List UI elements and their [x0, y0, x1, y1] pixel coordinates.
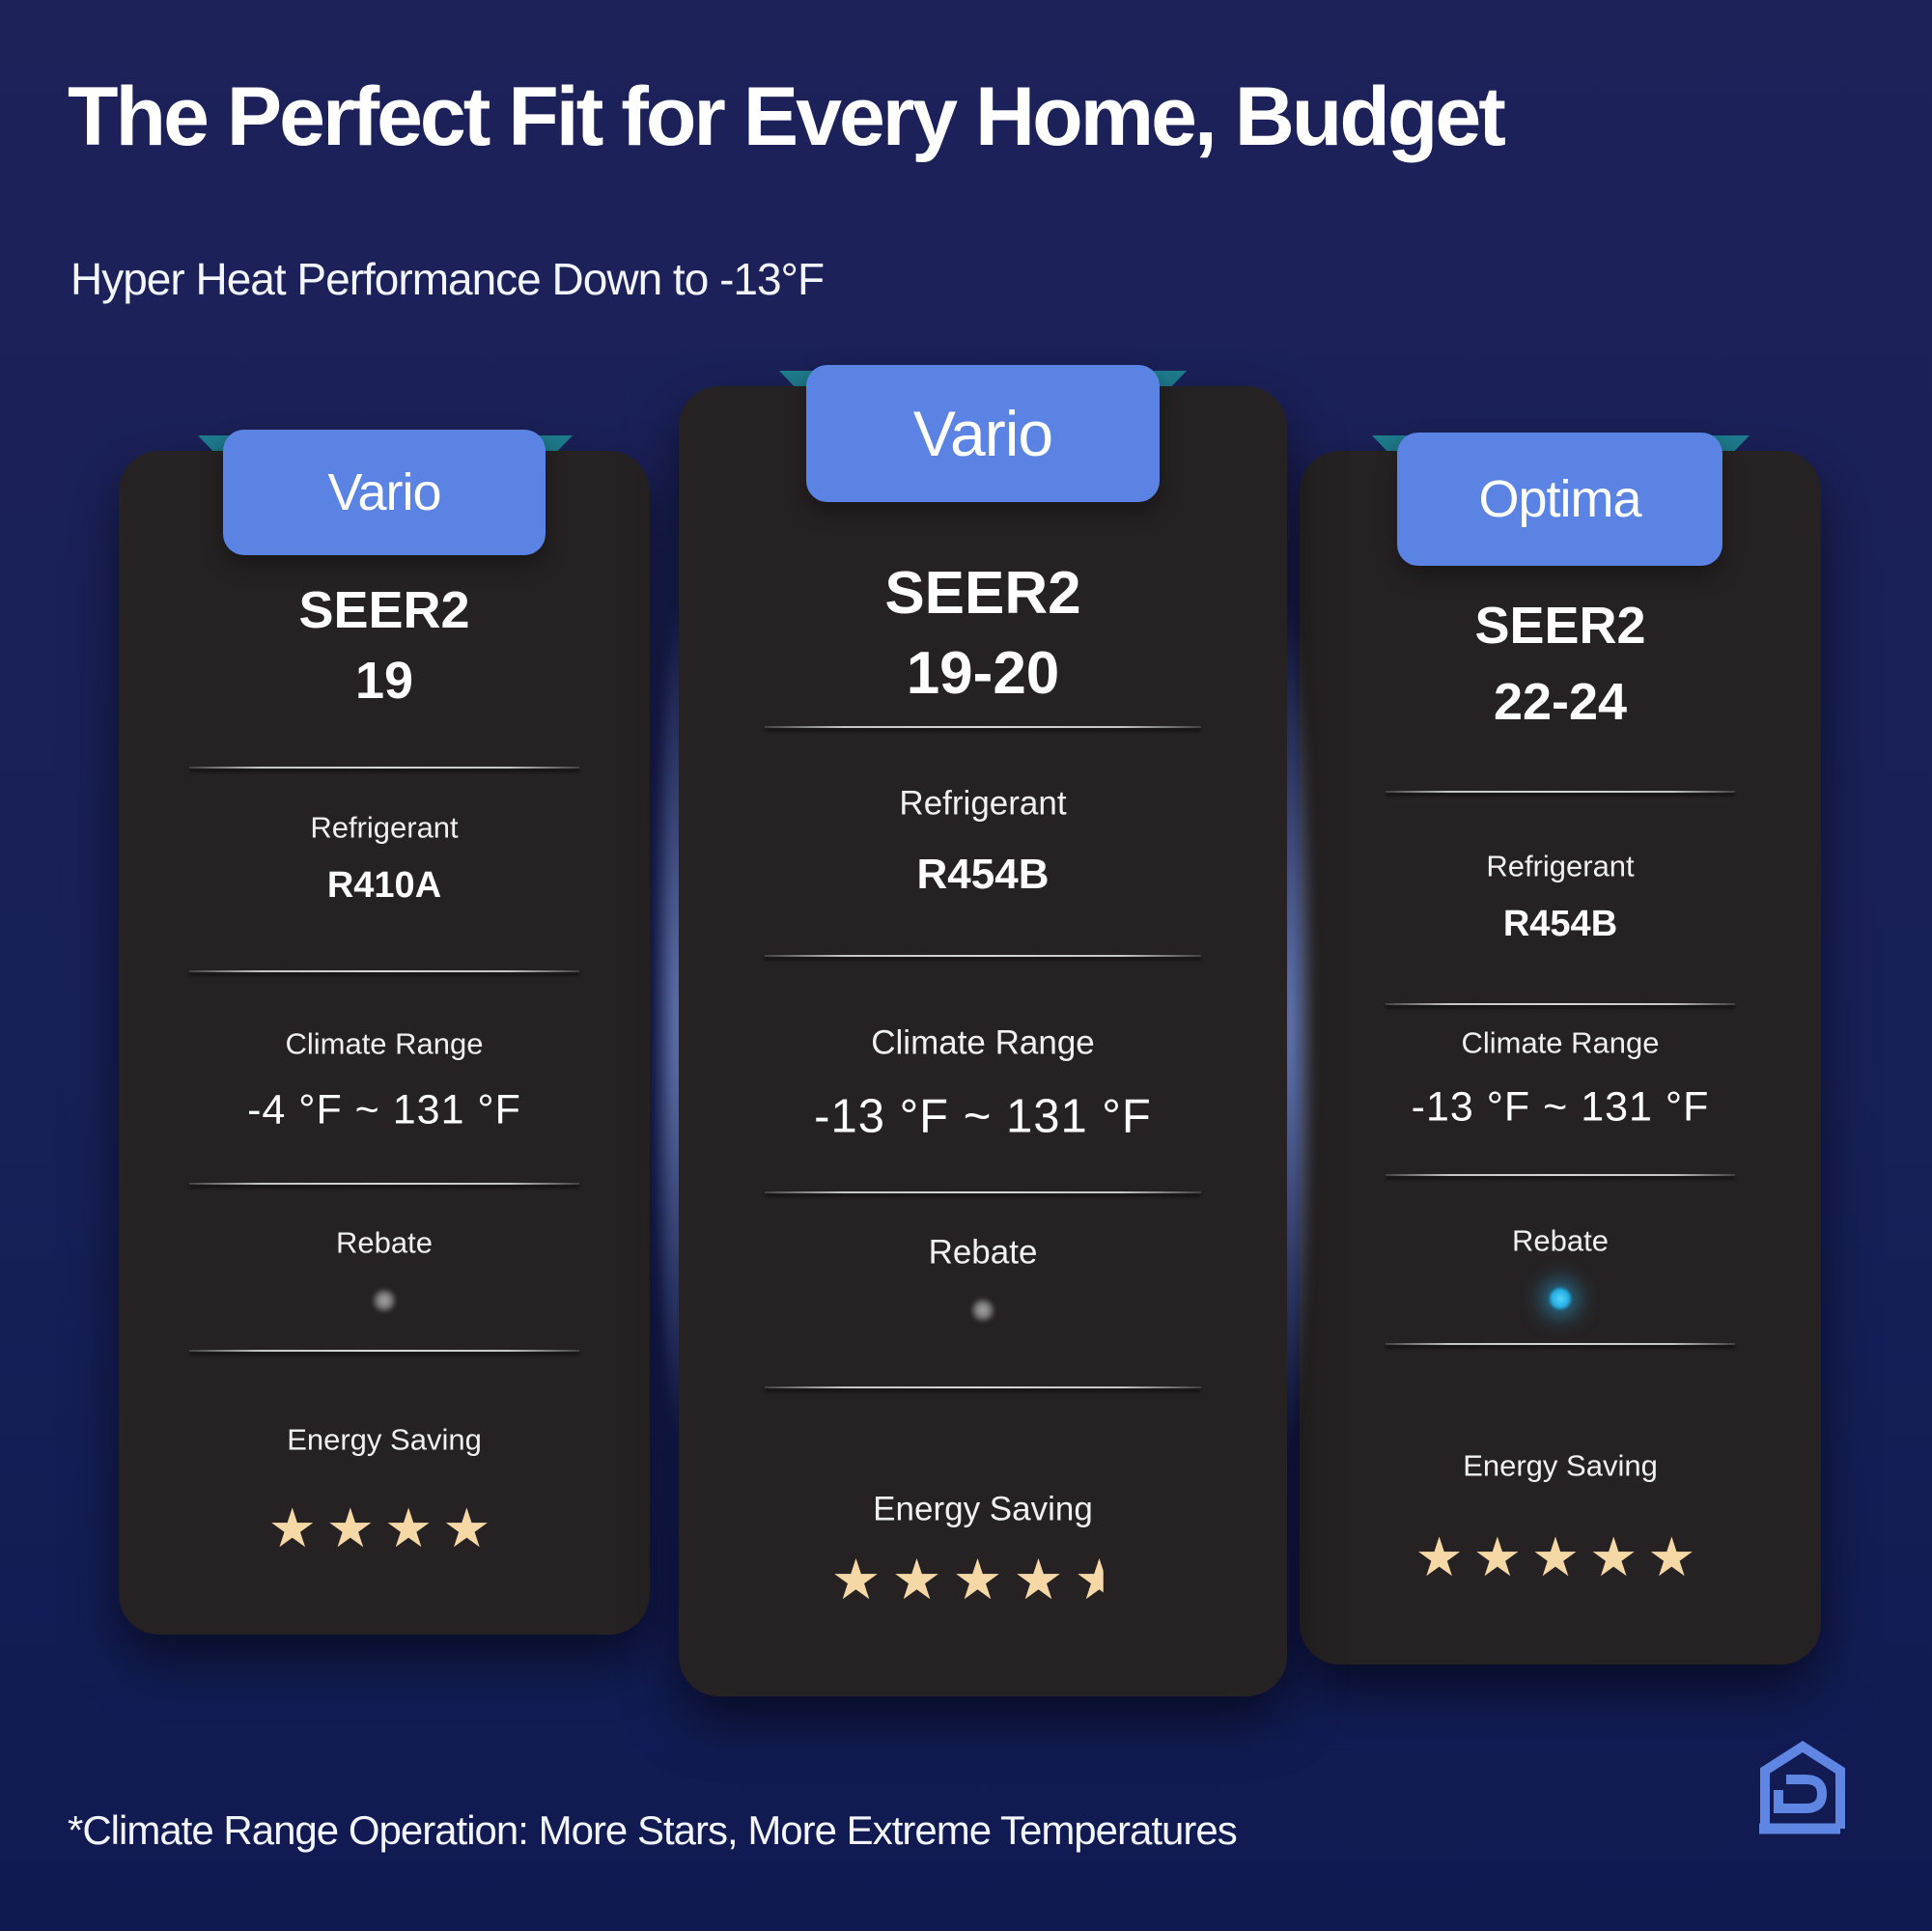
- refrigerant-value: R454B: [916, 851, 1050, 898]
- divider: [1386, 1174, 1735, 1176]
- rebate-dot-icon: [971, 1299, 994, 1322]
- refrigerant-label: Refrigerant: [1486, 849, 1635, 883]
- card-background: [1300, 451, 1821, 1665]
- tier-badge-label: Optima: [1478, 470, 1641, 528]
- star-icon: ★: [891, 1549, 953, 1611]
- divider: [765, 1386, 1201, 1388]
- tier-badge: Optima: [1397, 433, 1722, 566]
- rebate-dot-icon: [1548, 1286, 1573, 1311]
- star-icon: ★: [1013, 1549, 1075, 1611]
- divider: [189, 970, 579, 972]
- divider: [1386, 1003, 1735, 1005]
- divider: [765, 1191, 1201, 1193]
- house-d-logo-icon: [1759, 1741, 1845, 1834]
- star-icon: ★: [325, 1497, 384, 1558]
- star-icon: ★: [830, 1549, 892, 1611]
- tier-badge-label: Vario: [327, 463, 441, 521]
- energy-rating-stars: ★★★★: [119, 1501, 650, 1555]
- star-icon: ★: [1647, 1526, 1706, 1587]
- tier-badge-label: Vario: [912, 398, 1053, 469]
- divider: [1386, 1343, 1735, 1345]
- refrigerant-value: R454B: [1502, 904, 1618, 944]
- footnote: *Climate Range Operation: More Stars, Mo…: [68, 1807, 1238, 1853]
- seer-value: 22-24: [1493, 673, 1628, 731]
- energy-rating-stars: ★★★★★: [679, 1553, 1287, 1609]
- seer-label: SEER2: [1474, 597, 1646, 655]
- divider: [765, 955, 1201, 957]
- product-card-vario-19: Vario SEER2 19 Refrigerant R410A Climate…: [119, 430, 650, 1635]
- climate-value: -13 °F ~ 131 °F: [814, 1090, 1152, 1143]
- product-card-vario-19-20: Vario SEER2 19-20 Refrigerant R454B Clim…: [679, 365, 1287, 1696]
- tier-badge: Vario: [223, 430, 546, 555]
- star-icon: ★: [384, 1497, 443, 1558]
- star-icon: ★: [442, 1497, 501, 1558]
- rebate-label: Rebate: [928, 1233, 1038, 1272]
- climate-value: -4 °F ~ 131 °F: [247, 1086, 521, 1133]
- half-star-icon: ★: [1074, 1549, 1135, 1611]
- card-background: [679, 386, 1287, 1696]
- energy-saving-label: Energy Saving: [1463, 1448, 1658, 1483]
- divider: [189, 767, 579, 769]
- divider: [189, 1350, 579, 1352]
- star-icon: ★: [952, 1549, 1014, 1611]
- star-icon: ★: [1530, 1526, 1590, 1587]
- refrigerant-label: Refrigerant: [899, 784, 1067, 823]
- seer-label: SEER2: [884, 560, 1081, 627]
- climate-label: Climate Range: [285, 1026, 484, 1061]
- star-icon: ★: [267, 1497, 326, 1558]
- card-background: [119, 451, 650, 1635]
- rebate-label: Rebate: [1512, 1223, 1609, 1258]
- climate-label: Climate Range: [871, 1023, 1095, 1062]
- seer-value: 19: [354, 652, 414, 710]
- energy-saving-label: Energy Saving: [287, 1422, 482, 1457]
- climate-value: -13 °F ~ 131 °F: [1411, 1083, 1710, 1131]
- page-title: The Perfect Fit for Every Home, Budget: [68, 70, 1506, 163]
- star-icon: ★: [1472, 1526, 1531, 1587]
- page-subtitle: Hyper Heat Performance Down to -13°F: [70, 254, 825, 304]
- energy-rating-stars: ★★★★★: [1300, 1530, 1821, 1584]
- climate-label: Climate Range: [1461, 1025, 1660, 1060]
- product-card-optima: Optima SEER2 22-24 Refrigerant R454B Cli…: [1300, 433, 1821, 1665]
- refrigerant-value: R410A: [326, 865, 442, 906]
- energy-saving-label: Energy Saving: [873, 1490, 1093, 1528]
- divider: [189, 1183, 579, 1185]
- star-icon: ★: [1414, 1526, 1473, 1587]
- rebate-dot-icon: [373, 1289, 396, 1312]
- seer-value: 19-20: [906, 640, 1060, 707]
- refrigerant-label: Refrigerant: [310, 810, 459, 845]
- seer-label: SEER2: [298, 581, 470, 639]
- tier-badge: Vario: [806, 365, 1160, 502]
- divider: [1386, 791, 1735, 793]
- rebate-label: Rebate: [336, 1225, 433, 1260]
- star-icon: ★: [1589, 1526, 1648, 1587]
- divider: [765, 726, 1201, 728]
